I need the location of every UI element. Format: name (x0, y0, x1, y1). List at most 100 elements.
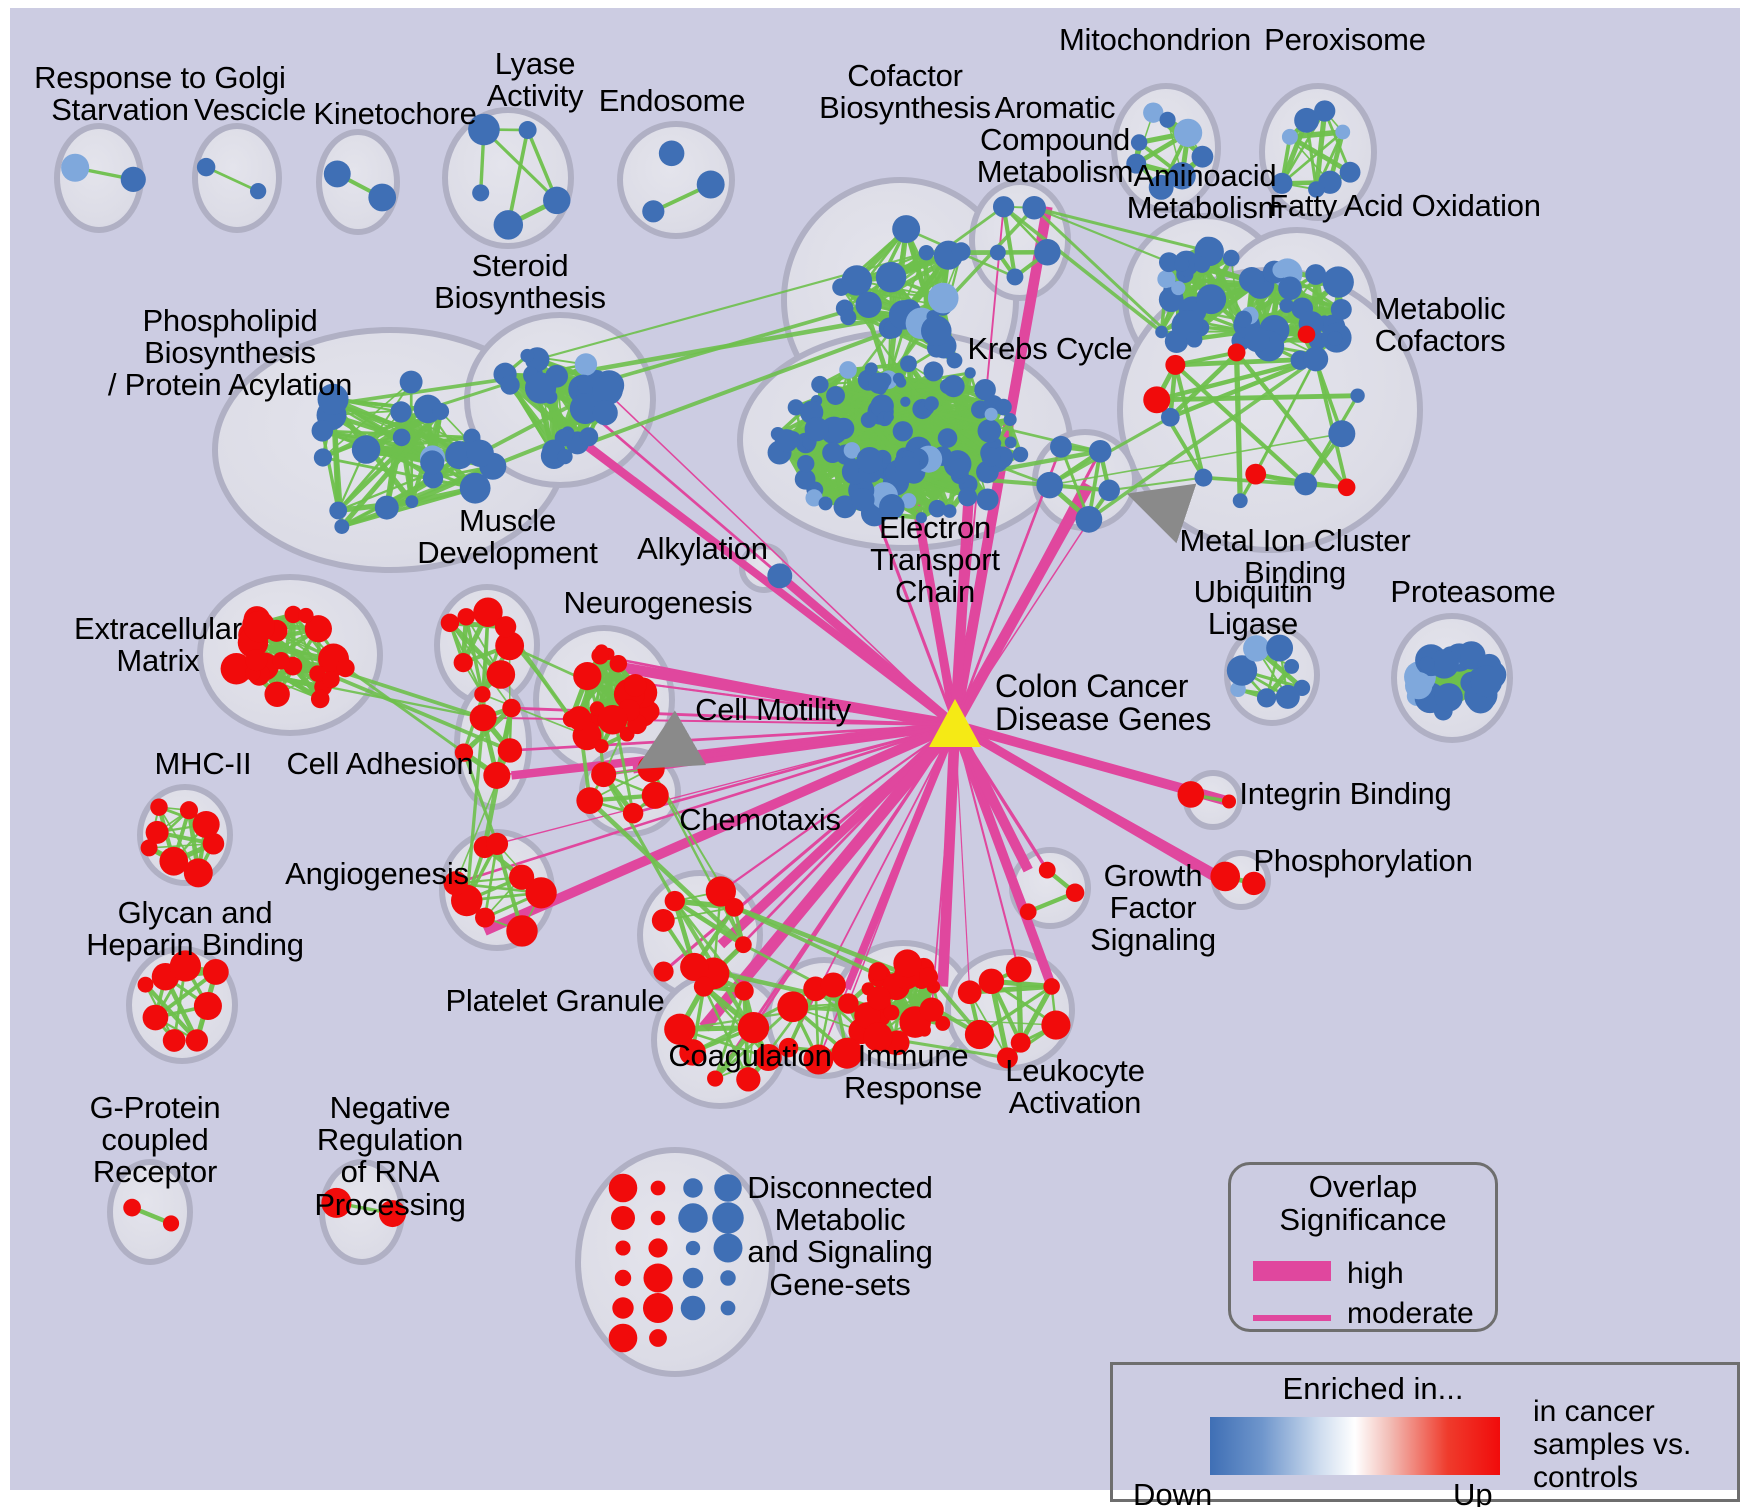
overlap-moderate-swatch (1253, 1315, 1331, 1321)
gene-set-node (313, 448, 333, 467)
gene-set-node (643, 1263, 673, 1293)
gene-set-node (900, 355, 917, 373)
gene-set-node (304, 615, 332, 643)
gene-set-node (1232, 493, 1248, 509)
gene-set-node (459, 472, 491, 504)
gene-set-node (822, 442, 843, 464)
gene-set-node (557, 448, 573, 465)
gene-set-node (679, 1039, 706, 1066)
cluster-edge (702, 986, 750, 1080)
gene-set-node (1350, 388, 1365, 403)
gene-set-node (1245, 463, 1267, 485)
gene-set-node (591, 762, 617, 788)
gene-set-node (892, 215, 921, 244)
gene-set-node (680, 1295, 706, 1321)
gene-set-node (843, 442, 861, 459)
gene-set-node (1022, 195, 1046, 220)
gene-set-node (653, 961, 674, 982)
cluster-edge (337, 452, 365, 511)
cluster-label-alkylation: Alkylation (637, 531, 768, 566)
gene-set-node (317, 383, 349, 415)
cluster-label-aminoacid-metabolism: Aminoacid Metabolism (1126, 158, 1284, 226)
gene-set-node (506, 915, 538, 947)
cluster-label-electron-transport-chain: Electron Transport Chain (870, 510, 1000, 610)
gene-set-node (724, 897, 744, 917)
hub-edge-high (717, 721, 959, 949)
gene-set-node (958, 487, 978, 507)
gene-set-node (977, 419, 1002, 443)
cluster-edge (205, 165, 259, 193)
gene-set-node (826, 386, 845, 406)
gene-set-node (683, 1178, 703, 1198)
gene-set-node (420, 450, 445, 475)
cluster-label-negative-regulation-of-rna-processing: Negative Regulation of RNA Processing (314, 1090, 466, 1222)
gene-set-node (298, 607, 314, 624)
gene-set-node (466, 439, 494, 468)
bridge-edge (386, 435, 565, 510)
gene-set-node (831, 1037, 863, 1069)
gene-set-node (820, 972, 846, 998)
hub-edge-moderate (576, 441, 956, 726)
bridge-edge (482, 693, 588, 737)
gene-set-node (1210, 861, 1241, 892)
gene-set-node (612, 1297, 634, 1319)
gene-set-node (1004, 436, 1017, 449)
gene-set-node (942, 504, 957, 518)
gene-set-node (264, 681, 290, 707)
enrichment-legend-title: Enriched in... (1282, 1371, 1464, 1406)
gene-set-node (162, 1029, 186, 1052)
gene-set-node (924, 396, 939, 411)
gene-set-node (803, 1044, 834, 1075)
bridge-edge (334, 667, 484, 720)
cluster-label-disconnected-metabolic-and-signaling-gene-sets: Disconnected Metabolic and Signaling Gen… (747, 1170, 933, 1302)
hub-node[interactable] (929, 699, 981, 747)
cluster-label-phospholipid-biosynthesis-protein-acylation: Phospholipid Biosynthesis / Protein Acyl… (107, 303, 353, 403)
gene-set-node (443, 871, 468, 896)
gene-set-node (196, 157, 216, 177)
gene-set-node (623, 674, 647, 697)
cluster-edge (1018, 985, 1054, 1044)
hub-triangle[interactable] (929, 699, 981, 747)
hub-edge-moderate (662, 723, 957, 973)
gene-set-node (145, 820, 169, 844)
gene-set-node (1271, 172, 1293, 194)
gene-set-node (183, 858, 213, 888)
gene-set-node (150, 798, 168, 816)
gene-set-node (140, 839, 158, 857)
gene-set-node (712, 1202, 744, 1234)
gene-set-node (185, 1029, 209, 1052)
gene-set-node (475, 907, 495, 928)
gene-set-node (642, 200, 665, 223)
bridge-edge (1033, 206, 1210, 253)
gene-set-node (323, 160, 351, 188)
gene-set-node (1194, 468, 1213, 487)
gene-set-node (1429, 649, 1459, 679)
enrichment-gradient-bar (1210, 1417, 1500, 1475)
overlap-high-label: high (1347, 1257, 1404, 1290)
gene-set-node (754, 1043, 782, 1071)
gene-set-node (473, 597, 503, 627)
gene-set-node (1434, 683, 1463, 712)
gene-set-node (334, 519, 350, 534)
bridge-edge (236, 667, 484, 719)
gene-set-node (1322, 266, 1354, 298)
gene-set-node (336, 658, 355, 678)
gene-set-nodes (61, 100, 1507, 1353)
bridge-edge (1033, 206, 1178, 343)
bridge-edge (840, 286, 928, 409)
gene-set-node (935, 1016, 951, 1031)
cluster-label-mitochondrion: Mitochondrion (1058, 22, 1252, 57)
cluster-label-endosome: Endosome (598, 83, 746, 118)
cluster-label-angiogenesis: Angiogenesis (285, 856, 469, 891)
gene-set-node (1405, 671, 1433, 700)
cluster-edge (877, 381, 993, 460)
bridge-edge (553, 316, 927, 458)
gene-set-node (1186, 331, 1203, 348)
gene-set-node (1196, 284, 1227, 315)
gene-set-node (868, 962, 888, 981)
gene-set-node (1160, 407, 1180, 427)
cluster-label-ubiquitin-ligase: Ubiquitin Ligase (1193, 574, 1313, 642)
gene-set-node (284, 605, 302, 624)
gene-set-node (1010, 1032, 1031, 1053)
gene-set-node (811, 375, 829, 394)
